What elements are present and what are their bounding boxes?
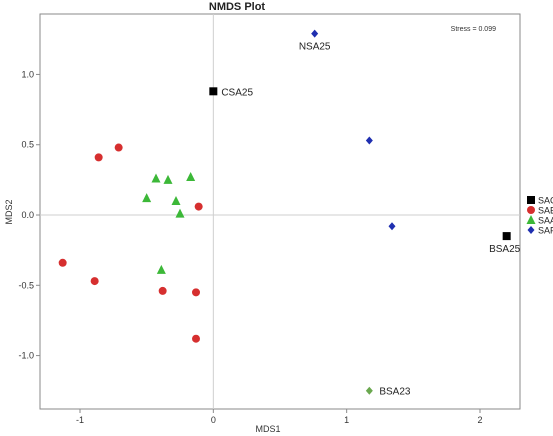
data-point bbox=[171, 195, 181, 205]
y-tick-label: -0.5 bbox=[18, 280, 34, 290]
legend-label: SAC bbox=[538, 196, 553, 206]
data-point bbox=[365, 136, 373, 145]
x-tick-label: -1 bbox=[76, 415, 84, 425]
y-tick-label: -1.0 bbox=[18, 351, 34, 361]
legend-label: SAA bbox=[538, 216, 553, 226]
legend-marker bbox=[527, 226, 535, 234]
y-axis-label: MDS2 bbox=[4, 199, 14, 224]
data-point bbox=[156, 264, 166, 274]
legend-label: SAB bbox=[538, 206, 553, 216]
data-point bbox=[58, 258, 67, 267]
data-point bbox=[388, 222, 396, 231]
data-point bbox=[192, 288, 200, 297]
y-tick-label: 1.0 bbox=[21, 69, 34, 79]
point-label: BSA25 bbox=[489, 244, 521, 255]
stress-annotation: Stress = 0.099 bbox=[451, 26, 496, 33]
data-points bbox=[58, 29, 511, 395]
axis-ticks: -1 0 1 2 -1.0 -0.5 0.0 0.5 1.0 bbox=[18, 69, 482, 425]
point-label: CSA25 bbox=[221, 87, 253, 98]
x-tick-label: 0 bbox=[211, 415, 216, 425]
data-point bbox=[163, 174, 173, 184]
legend-marker bbox=[527, 196, 535, 204]
data-point bbox=[209, 87, 218, 96]
data-point bbox=[311, 29, 319, 38]
y-tick-label: 0.0 bbox=[21, 210, 34, 220]
data-point bbox=[192, 334, 200, 343]
data-point bbox=[175, 208, 185, 218]
x-tick-label: 2 bbox=[477, 415, 482, 425]
data-point bbox=[142, 193, 152, 203]
x-tick-label: 1 bbox=[344, 415, 349, 425]
data-point bbox=[151, 173, 161, 183]
point-labels: CSA25 BSA25 NSA25 BSA23 bbox=[221, 42, 520, 398]
data-point bbox=[94, 153, 103, 162]
zero-lines bbox=[40, 14, 520, 409]
point-label: NSA25 bbox=[299, 42, 331, 53]
data-point bbox=[186, 172, 196, 182]
point-label: BSA23 bbox=[379, 387, 411, 398]
legend-marker bbox=[527, 206, 535, 214]
data-point bbox=[158, 286, 167, 295]
data-point bbox=[90, 277, 99, 286]
data-point bbox=[365, 386, 373, 395]
data-point bbox=[194, 202, 203, 211]
chart-title: NMDS Plot bbox=[209, 1, 266, 13]
legend-marker bbox=[526, 215, 536, 224]
legend: SACSABSAASAF bbox=[526, 196, 553, 236]
x-axis-label: MDS1 bbox=[255, 424, 280, 434]
data-point bbox=[114, 143, 123, 152]
plot-frame bbox=[39, 13, 521, 410]
y-tick-label: 0.5 bbox=[21, 140, 34, 150]
data-point bbox=[502, 232, 511, 241]
legend-label: SAF bbox=[538, 226, 553, 236]
